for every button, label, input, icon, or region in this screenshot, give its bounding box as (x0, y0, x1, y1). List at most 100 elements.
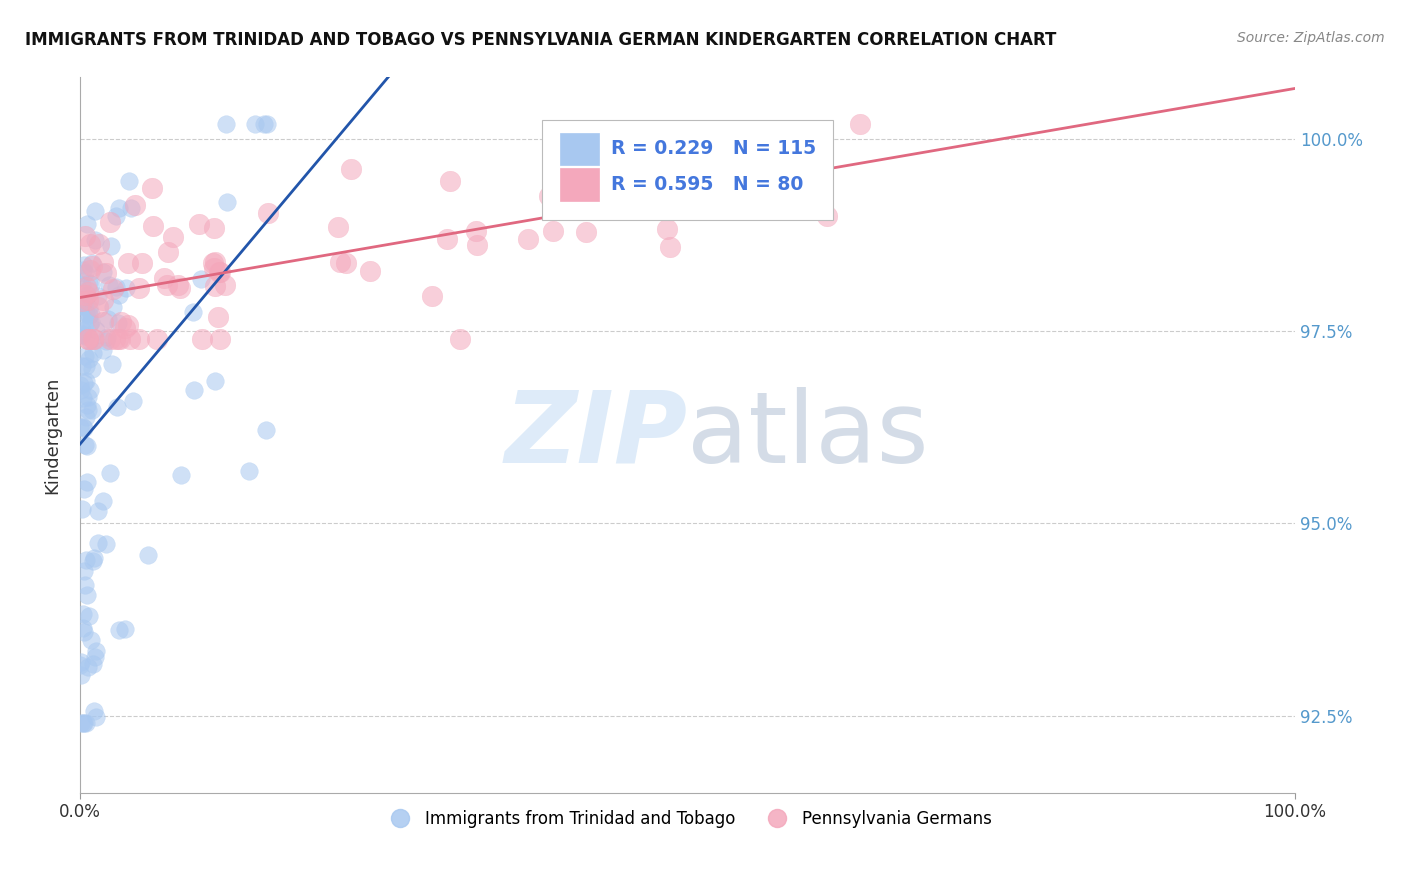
Point (326, 219, 349, 234)
Point (77, 351, 100, 366)
Point (70, 502, 93, 516)
Point (91, 265, 114, 279)
Point (714, 154, 737, 169)
Point (170, 467, 193, 482)
Point (124, 198, 146, 212)
Point (76, 439, 98, 453)
Point (79, 334, 101, 349)
Text: ZIP: ZIP (505, 386, 688, 483)
Point (76, 332, 98, 346)
Point (183, 384, 205, 398)
Point (169, 280, 191, 294)
Point (83, 233, 105, 247)
Point (657, 222, 679, 236)
Point (190, 272, 212, 286)
Point (100, 214, 122, 228)
Point (77, 309, 100, 323)
Point (73, 259, 96, 273)
Point (204, 374, 226, 388)
Point (73, 376, 96, 390)
Point (76, 293, 98, 308)
Point (208, 265, 231, 279)
Point (209, 332, 232, 346)
Point (82, 256, 104, 270)
Point (80, 361, 103, 376)
Point (108, 332, 131, 346)
Text: R = 0.595   N = 80: R = 0.595 N = 80 (610, 175, 803, 194)
Point (75, 359, 97, 373)
Point (75, 374, 97, 388)
Point (436, 231, 458, 245)
Point (359, 264, 381, 278)
Point (152, 270, 174, 285)
Point (122, 394, 145, 409)
Point (73, 624, 96, 639)
Point (96, 330, 118, 344)
Point (79, 316, 101, 330)
Point (69, 716, 91, 731)
Point (75, 318, 97, 332)
Point (98, 278, 121, 293)
Point (254, 423, 277, 437)
Point (84, 203, 107, 218)
Point (80, 259, 103, 273)
Point (87, 236, 110, 251)
Point (465, 224, 488, 238)
Point (108, 287, 131, 301)
Point (72, 716, 94, 731)
Point (107, 332, 129, 346)
FancyBboxPatch shape (560, 133, 599, 165)
Point (98, 332, 121, 346)
Point (243, 117, 266, 131)
Point (329, 255, 352, 269)
Point (100, 239, 122, 253)
Point (256, 205, 278, 219)
Point (75, 300, 97, 314)
Point (79, 384, 101, 398)
Y-axis label: Kindergarten: Kindergarten (44, 376, 60, 494)
Point (75, 306, 97, 320)
Point (146, 332, 169, 346)
Point (107, 202, 129, 216)
Point (69, 383, 91, 397)
Point (69, 668, 91, 682)
Point (214, 117, 236, 131)
FancyBboxPatch shape (541, 120, 834, 220)
Point (70, 327, 93, 342)
Point (101, 357, 124, 371)
Point (120, 202, 142, 216)
Point (98, 466, 121, 480)
Point (141, 181, 163, 195)
Point (83, 332, 105, 346)
Point (76, 217, 98, 231)
Point (75, 577, 97, 591)
Point (253, 117, 276, 131)
Point (575, 225, 598, 239)
Point (83, 550, 105, 565)
Point (101, 300, 124, 314)
Point (214, 277, 236, 292)
Point (86, 504, 108, 518)
Point (94, 536, 117, 550)
Point (87, 289, 110, 303)
FancyBboxPatch shape (560, 169, 599, 202)
Point (204, 254, 226, 268)
Point (69, 655, 91, 669)
Point (128, 332, 150, 346)
Point (128, 281, 150, 295)
Point (103, 282, 125, 296)
Point (72, 391, 94, 405)
Point (105, 210, 128, 224)
Point (77, 276, 100, 290)
Point (75, 329, 97, 343)
Point (107, 624, 129, 638)
Point (75, 409, 97, 424)
Point (72, 262, 94, 277)
Point (202, 221, 225, 235)
Point (75, 280, 97, 294)
Point (815, 209, 838, 223)
Point (91, 254, 114, 268)
Text: R = 0.229   N = 115: R = 0.229 N = 115 (610, 139, 815, 159)
Point (91, 343, 114, 358)
Point (516, 232, 538, 246)
